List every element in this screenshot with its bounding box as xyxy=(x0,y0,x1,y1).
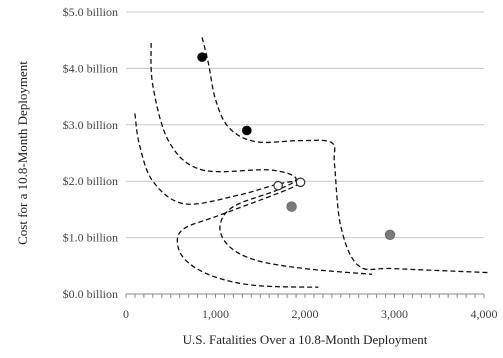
x-tick-label: 4,000 xyxy=(471,307,498,321)
contour-line xyxy=(150,42,373,275)
data-point xyxy=(197,52,207,62)
x-tick-label: 1,000 xyxy=(202,307,229,321)
x-axis-title: U.S. Fatalities Over a 10.8-Month Deploy… xyxy=(183,332,428,347)
data-points xyxy=(197,52,396,240)
x-tick-label: 3,000 xyxy=(381,307,408,321)
contour-line xyxy=(134,113,319,288)
y-axis-title: Cost for a 10.8-Month Deployment xyxy=(15,61,30,245)
y-tick-label: $5.0 billion xyxy=(63,5,118,19)
x-tick-labels: 0 1,000 2,000 3,000 4,000 xyxy=(123,307,498,321)
gridlines xyxy=(126,11,484,239)
y-tick-label: $0.0 billion xyxy=(63,287,118,301)
contour-line xyxy=(201,37,489,274)
data-point xyxy=(295,177,306,188)
y-tick-label: $1.0 billion xyxy=(63,231,118,245)
y-tick-label: $2.0 billion xyxy=(63,174,118,188)
data-point xyxy=(384,229,396,240)
x-tick-label: 2,000 xyxy=(292,307,319,321)
x-tick-label: 0 xyxy=(123,307,129,321)
y-tick-label: $3.0 billion xyxy=(63,118,118,132)
y-tick-labels: $0.0 billion $1.0 billion $2.0 billion $3.0… xyxy=(63,5,118,301)
data-point xyxy=(286,201,297,212)
data-point xyxy=(242,125,252,136)
contour-lines xyxy=(134,37,489,288)
y-tick-label: $4.0 billion xyxy=(63,61,118,75)
x-axis xyxy=(125,293,485,298)
data-point xyxy=(273,180,283,191)
